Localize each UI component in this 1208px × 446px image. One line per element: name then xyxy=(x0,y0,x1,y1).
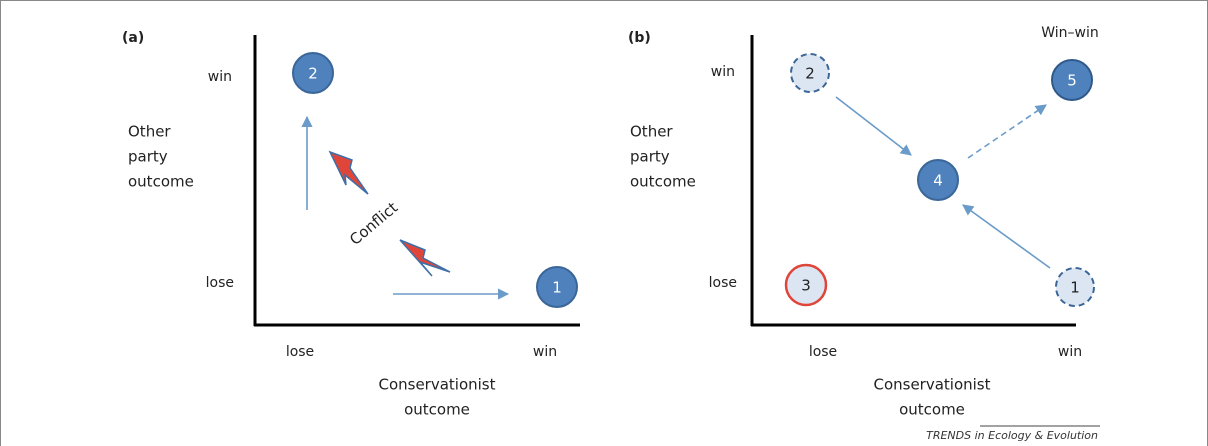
node xyxy=(790,53,830,93)
arrow xyxy=(835,96,912,156)
node xyxy=(536,266,578,308)
y-axis-label: Other xyxy=(128,123,171,141)
x-axis-label: outcome xyxy=(899,401,965,419)
y-axis-label: party xyxy=(128,148,168,166)
y-tick: lose xyxy=(709,275,737,291)
node-label: 1 xyxy=(1070,279,1080,297)
arrow xyxy=(967,104,1047,159)
x-tick: win xyxy=(533,344,557,360)
node-label: 2 xyxy=(805,65,815,83)
footer: TRENDS in Ecology & Evolution xyxy=(926,429,1098,442)
annotation: Win–win xyxy=(1041,25,1099,41)
y-axis-label: outcome xyxy=(630,173,696,191)
x-axis-label: Conservationist xyxy=(378,376,495,394)
x-tick: lose xyxy=(286,344,314,360)
node xyxy=(1055,267,1095,307)
node-label: 5 xyxy=(1067,72,1077,90)
lightning xyxy=(399,239,451,277)
y-tick: lose xyxy=(206,275,234,291)
y-axis-label: party xyxy=(630,148,670,166)
arrow xyxy=(962,204,1051,269)
x-tick: win xyxy=(1058,344,1082,360)
y-tick: win xyxy=(711,64,735,80)
node xyxy=(917,159,959,201)
panel-label: (a) xyxy=(122,30,144,46)
y-axis-label: Other xyxy=(630,123,673,141)
node xyxy=(1051,59,1093,101)
node xyxy=(292,52,334,94)
node-label: 2 xyxy=(308,65,318,83)
node-label: 3 xyxy=(801,277,811,295)
panel-label: (b) xyxy=(628,30,651,46)
lightning xyxy=(328,150,369,195)
node xyxy=(784,263,828,307)
x-tick: lose xyxy=(809,344,837,360)
panel-a: (a) win lose Other party outcome lose wi… xyxy=(122,30,580,419)
y-axis-label: outcome xyxy=(128,173,194,191)
panel-b: (b) win lose Other party outcome lose wi… xyxy=(628,25,1099,419)
x-axis-label: Conservationist xyxy=(873,376,990,394)
y-tick: win xyxy=(208,69,232,85)
node-label: 4 xyxy=(933,172,943,190)
node-label: 1 xyxy=(552,279,562,297)
annotation: Conflict xyxy=(346,198,401,248)
x-axis-label: outcome xyxy=(404,401,470,419)
